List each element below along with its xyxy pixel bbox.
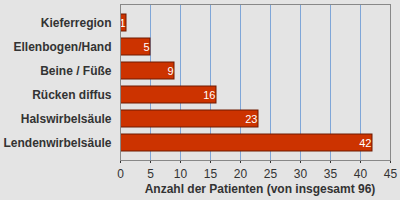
svg-text:10: 10 (174, 167, 188, 180)
svg-text:5: 5 (147, 167, 154, 180)
svg-text:Beine / Füße: Beine / Füße (40, 64, 112, 78)
svg-text:45: 45 (384, 167, 398, 180)
svg-text:Kieferregion: Kieferregion (41, 16, 112, 30)
svg-text:Halswirbelsäule: Halswirbelsäule (21, 112, 112, 126)
svg-text:40: 40 (354, 167, 368, 180)
svg-text:1: 1 (119, 16, 126, 29)
svg-text:0: 0 (117, 167, 124, 180)
svg-text:25: 25 (264, 167, 278, 180)
svg-text:16: 16 (203, 89, 215, 101)
svg-text:9: 9 (167, 65, 173, 77)
svg-text:Rücken diffus: Rücken diffus (32, 88, 112, 102)
svg-text:5: 5 (143, 41, 149, 53)
svg-text:42: 42 (359, 137, 371, 149)
svg-text:20: 20 (234, 167, 248, 180)
html-text:Anzahl der Patienten (von insg: Anzahl der Patienten (von insgesamt 96) (144, 182, 376, 196)
svg-text:Lendenwirbelsäule: Lendenwirbelsäule (3, 136, 111, 150)
svg-text:30: 30 (294, 167, 308, 180)
svg-text:23: 23 (245, 113, 257, 125)
svg-text:Ellenbogen/Hand: Ellenbogen/Hand (13, 40, 111, 54)
svg-text:35: 35 (324, 167, 338, 180)
svg-text:15: 15 (204, 167, 218, 180)
